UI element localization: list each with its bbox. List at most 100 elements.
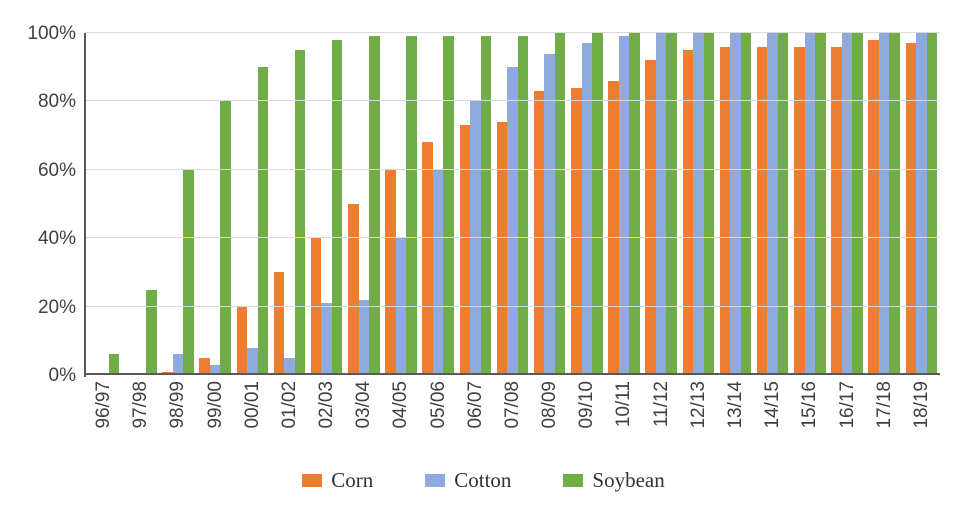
x-axis-tick-label: 14/15: [762, 381, 784, 429]
bar-group-14/15: [754, 33, 791, 375]
x-axis-tick-label: 01/02: [278, 381, 300, 429]
bar-group-10/11: [605, 33, 642, 375]
bar-group-13/14: [717, 33, 754, 375]
bar-cotton-01/02: [284, 357, 295, 375]
bar-cotton-03/04: [358, 299, 370, 375]
bar-cotton-13/14: [730, 33, 741, 375]
bar-soybean-98/99: [183, 169, 194, 375]
x-axis-tick-label: 07/08: [501, 381, 523, 429]
x-axis-tick-label: 00/01: [241, 381, 263, 429]
legend-item-corn: Corn: [302, 468, 373, 493]
plot-area: [85, 32, 940, 375]
bar-cotton-12/13: [693, 33, 704, 375]
legend-label: Soybean: [592, 468, 665, 492]
bar-cotton-00/01: [247, 347, 258, 375]
legend-label: Corn: [331, 468, 374, 492]
bar-group-06/07: [457, 33, 494, 375]
bar-group-01/02: [271, 33, 308, 375]
x-axis-tick-label: 04/05: [390, 381, 412, 429]
bar-soybean-06/07: [480, 36, 492, 375]
x-axis-tick-99/00: 99/00: [197, 381, 234, 463]
bar-cotton-10/11: [618, 36, 630, 375]
x-axis-tick-label: 16/17: [836, 381, 858, 429]
y-axis-tick-label: 60%: [37, 159, 76, 181]
y-axis-tick-label: 80%: [37, 91, 76, 113]
x-axis-tick-16/17: 16/17: [828, 381, 865, 463]
x-axis-tick-14/15: 14/15: [754, 381, 791, 463]
bar-soybean-10/11: [629, 33, 640, 375]
bar-soybean-01/02: [294, 50, 306, 375]
x-axis-tick-label: 97/98: [130, 381, 152, 429]
legend-item-soybean: Soybean: [563, 468, 665, 493]
bar-group-08/09: [531, 33, 568, 375]
bar-corn-14/15: [756, 46, 768, 375]
bar-soybean-04/05: [406, 36, 417, 375]
y-axis-tick-label: 100%: [27, 23, 76, 44]
x-axis-tick-01/02: 01/02: [271, 381, 308, 463]
x-axis-tick-label: 17/18: [873, 381, 895, 429]
bar-corn-15/16: [794, 46, 805, 375]
bar-group-18/19: [903, 33, 940, 375]
bar-soybean-03/04: [369, 36, 380, 375]
bar-group-15/16: [791, 33, 828, 375]
x-axis-tick-label: 98/99: [167, 381, 189, 429]
bar-cotton-15/16: [804, 33, 816, 375]
x-axis-tick-label: 11/12: [650, 381, 672, 428]
bar-corn-16/17: [831, 46, 842, 375]
x-axis-tick-98/99: 98/99: [159, 381, 196, 463]
bar-soybean-18/19: [926, 33, 938, 375]
bar-soybean-13/14: [740, 33, 752, 375]
bar-corn-18/19: [905, 43, 917, 375]
bar-group-00/01: [234, 33, 271, 375]
gridline-20: [85, 305, 940, 307]
bar-corn-09/10: [571, 87, 582, 375]
bar-group-99/00: [197, 33, 234, 375]
y-axis-tick-label: 20%: [37, 296, 76, 318]
bar-soybean-14/15: [777, 33, 789, 375]
y-axis-tick-label: 40%: [37, 228, 76, 250]
bar-corn-06/07: [459, 125, 471, 375]
y-axis-line: [84, 33, 86, 377]
x-axis-tick-10/11: 10/11: [605, 381, 642, 463]
bar-group-09/10: [568, 33, 605, 375]
bar-corn-11/12: [645, 60, 656, 375]
bar-corn-10/11: [608, 80, 619, 375]
x-axis-tick-18/19: 18/19: [903, 381, 940, 463]
bar-cotton-98/99: [172, 354, 184, 375]
bar-group-03/04: [345, 33, 382, 375]
x-axis-tick-label: 09/10: [576, 381, 598, 429]
bar-soybean-05/06: [443, 36, 454, 375]
legend-label: Cotton: [454, 468, 512, 492]
x-axis-tick-09/10: 09/10: [568, 381, 605, 463]
bar-cotton-16/17: [841, 33, 853, 375]
x-axis-tick-11/12: 11/12: [643, 381, 680, 463]
x-axis-tick-97/98: 97/98: [122, 381, 159, 463]
bar-corn-00/01: [236, 306, 248, 375]
bar-groups: [85, 33, 940, 375]
bar-corn-12/13: [682, 50, 694, 375]
bar-group-98/99: [159, 33, 196, 375]
bar-cotton-08/09: [544, 53, 555, 375]
bar-group-05/06: [420, 33, 457, 375]
bar-soybean-15/16: [815, 33, 826, 375]
x-axis: 96/97 97/98 98/99 99/00 00/01 01/02 02/03 03/04…: [85, 381, 940, 463]
bar-soybean-99/00: [220, 101, 231, 375]
x-axis-tick-00/01: 00/01: [234, 381, 271, 463]
bar-soybean-12/13: [703, 33, 715, 375]
bar-group-04/05: [382, 33, 419, 375]
x-axis-tick-02/03: 02/03: [308, 381, 345, 463]
bar-corn-04/05: [385, 169, 396, 375]
x-axis-tick-label: 05/06: [427, 381, 449, 429]
bar-corn-03/04: [348, 204, 359, 375]
x-axis-tick-05/06: 05/06: [420, 381, 457, 463]
legend-item-cotton: Cotton: [425, 468, 511, 493]
x-axis-tick-96/97: 96/97: [85, 381, 122, 463]
bar-group-02/03: [308, 33, 345, 375]
bar-soybean-09/10: [592, 33, 603, 375]
x-axis-tick-08/09: 08/09: [531, 381, 568, 463]
gridline-40: [85, 237, 940, 239]
bar-cotton-99/00: [209, 364, 221, 375]
bar-cotton-18/19: [916, 33, 927, 375]
x-axis-tick-label: 96/97: [93, 381, 115, 429]
